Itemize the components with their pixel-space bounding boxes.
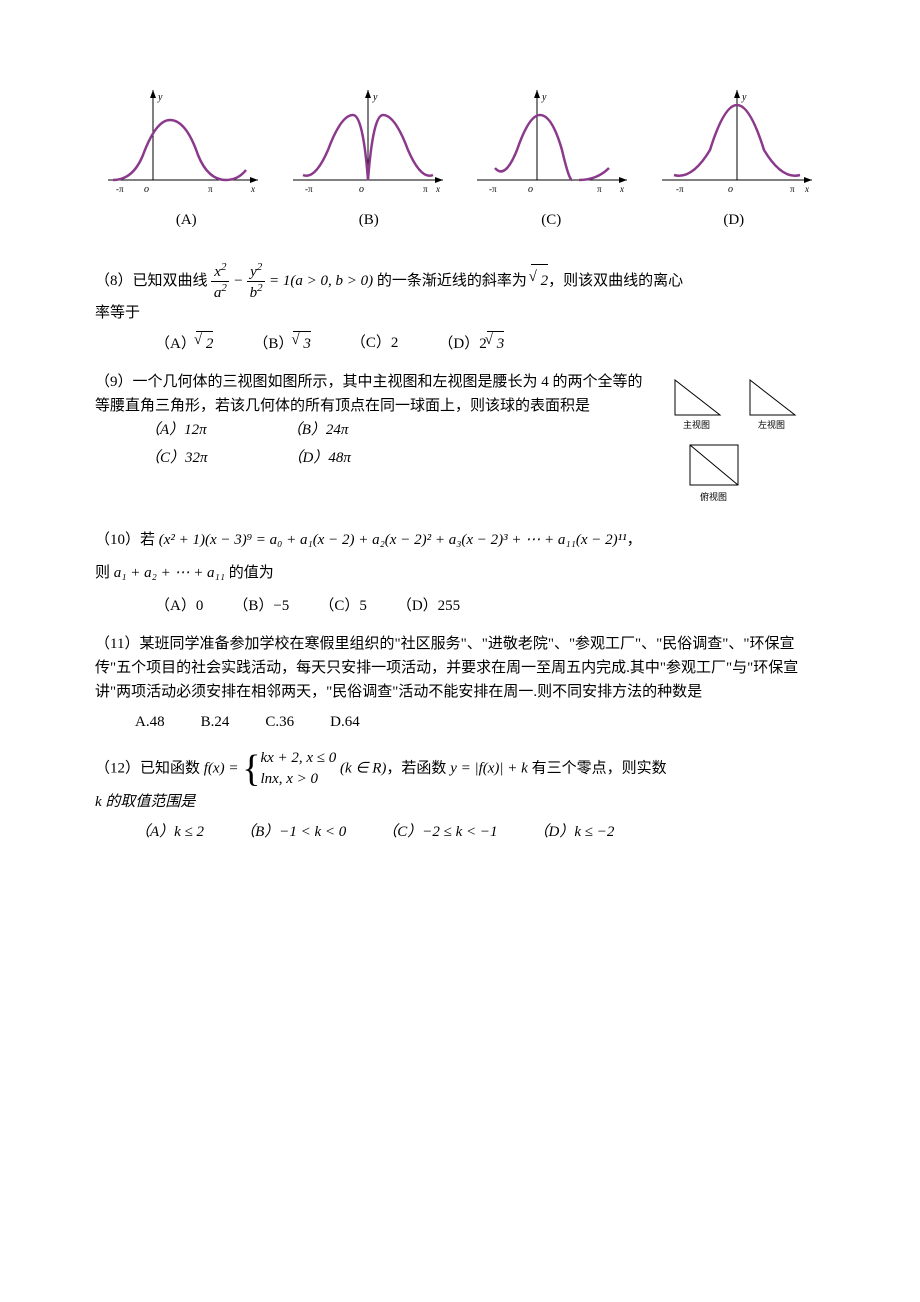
svg-text:π: π: [208, 184, 213, 194]
svg-text:y: y: [157, 92, 163, 103]
q8-mid: 的一条渐近线的斜率为: [377, 273, 527, 289]
svg-text:o: o: [359, 184, 364, 195]
svg-text:y: y: [541, 92, 547, 103]
q12-opt-d: （D）k ≤ −2: [534, 820, 615, 844]
graph-c: y o -π π x: [477, 80, 627, 200]
q8-eq-tail: = 1(a > 0, b > 0): [269, 273, 373, 289]
q8-options: （A）2 （B）3 （C）2 （D）23: [95, 331, 825, 356]
q12-pw-bot: lnx, x > 0: [260, 769, 336, 790]
q12-fn-head: f(x) =: [204, 760, 242, 776]
q11-options: A.48 B.24 C.36 D.64: [95, 710, 825, 734]
svg-text:x: x: [619, 184, 624, 194]
q9-text: （9）一个几何体的三视图如图所示，其中主视图和左视图是腰长为 4 的两个全等的等…: [95, 370, 645, 418]
svg-text:-π: -π: [116, 184, 124, 194]
svg-text:-π: -π: [676, 184, 684, 194]
svg-text:俯视图: 俯视图: [700, 491, 727, 502]
svg-text:x: x: [250, 184, 255, 194]
q12-pw-top: kx + 2, x ≤ 0: [260, 748, 336, 769]
svg-text:π: π: [597, 184, 602, 194]
svg-text:-π: -π: [305, 184, 313, 194]
q10-opt-b: （B）−5: [233, 594, 289, 618]
question-8: （8）已知双曲线 x2a2 − y2b2 = 1(a > 0, b > 0) 的…: [95, 262, 825, 356]
q12-prefix: （12）已知函数: [95, 760, 204, 776]
svg-text:π: π: [423, 184, 428, 194]
question-11: （11）某班同学准备参加学校在寒假里组织的"社区服务"、"进敬老院"、"参观工厂…: [95, 632, 825, 734]
q11-text: （11）某班同学准备参加学校在寒假里组织的"社区服务"、"进敬老院"、"参观工厂…: [95, 632, 825, 704]
q10-line2: 则 a₁ + a₂ + ⋯ + a₁₁ 的值为: [95, 557, 825, 590]
three-views-diagram: 主视图 左视图 俯视图: [665, 370, 825, 510]
q11-opt-c: C.36: [265, 710, 294, 734]
q10-opt-c: （C）5: [319, 594, 367, 618]
q12-opt-a: （A）k ≤ 2: [135, 820, 204, 844]
q8-opt-b: （B）3: [253, 331, 311, 356]
q8-text: （8）已知双曲线 x2a2 − y2b2 = 1(a > 0, b > 0) 的…: [95, 262, 825, 301]
q11-opt-a: A.48: [135, 710, 165, 734]
q10-prefix: （10）若: [95, 532, 155, 548]
svg-text:o: o: [528, 184, 533, 195]
q10-opt-a: （A）0: [155, 594, 203, 618]
q8-opt-d: （D）23: [438, 331, 504, 356]
label-a: (A): [111, 208, 261, 232]
q12-line2: k 的取值范围是: [95, 790, 825, 814]
svg-text:-π: -π: [489, 184, 497, 194]
graph-d: y o -π π x: [662, 80, 812, 200]
svg-text:y: y: [741, 92, 747, 103]
label-b: (B): [294, 208, 444, 232]
q8-opt-c: （C）2: [351, 331, 399, 356]
label-d: (D): [659, 208, 809, 232]
q11-opt-d: D.64: [330, 710, 360, 734]
svg-text:o: o: [728, 184, 733, 195]
q10-options: （A）0 （B）−5 （C）5 （D）255: [95, 594, 825, 618]
question-12: （12）已知函数 f(x) = { kx + 2, x ≤ 0 lnx, x >…: [95, 748, 825, 844]
svg-text:x: x: [435, 184, 440, 194]
graph-labels: (A) (B) (C) (D): [95, 208, 825, 232]
graph-a: y o -π π x: [108, 80, 258, 200]
q10-expansion: (x² + 1)(x − 3)⁹ = a₀ + a₁(x − 2) + a₂(x…: [159, 532, 627, 548]
q12-opt-b: （B）−1 < k < 0: [240, 820, 346, 844]
q12-y-eq: y = |f(x)| + k: [450, 760, 528, 776]
svg-text:π: π: [790, 184, 795, 194]
q9-opt-a: （A）12π: [145, 418, 207, 442]
q8-line2: 率等于: [95, 301, 825, 325]
q12-opt-c: （C）−2 ≤ k < −1: [382, 820, 497, 844]
svg-text:x: x: [804, 184, 809, 194]
q12-options: （A）k ≤ 2 （B）−1 < k < 0 （C）−2 ≤ k < −1 （D…: [95, 820, 825, 844]
q12-cond: (k ∈ R): [340, 760, 386, 776]
q9-opt-c: （C）32π: [145, 446, 208, 470]
svg-text:左视图: 左视图: [758, 419, 785, 430]
svg-text:主视图: 主视图: [683, 419, 710, 430]
q11-opt-b: B.24: [201, 710, 230, 734]
q10-sum: a₁ + a₂ + ⋯ + a₁₁: [114, 565, 225, 581]
q12-text: （12）已知函数 f(x) = { kx + 2, x ≤ 0 lnx, x >…: [95, 748, 825, 790]
q8-prefix: （8）已知双曲线: [95, 273, 208, 289]
question-9: （9）一个几何体的三视图如图所示，其中主视图和左视图是腰长为 4 的两个全等的等…: [95, 370, 825, 510]
graphs-row: y o -π π x y o -π π x y o -π π x y: [95, 80, 825, 200]
label-c: (C): [476, 208, 626, 232]
q9-options: （A）12π （B）24π （C）32π （D）48π: [95, 418, 645, 470]
graph-b: y o -π π x: [293, 80, 443, 200]
question-10: （10）若 (x² + 1)(x − 3)⁹ = a₀ + a₁(x − 2) …: [95, 524, 825, 618]
q10-text: （10）若 (x² + 1)(x − 3)⁹ = a₀ + a₁(x − 2) …: [95, 524, 825, 557]
q8-opt-a: （A）2: [155, 331, 213, 356]
svg-text:y: y: [372, 92, 378, 103]
q9-opt-b: （B）24π: [287, 418, 349, 442]
q10-opt-d: （D）255: [397, 594, 460, 618]
q9-opt-d: （D）48π: [288, 446, 351, 470]
svg-text:o: o: [144, 184, 149, 195]
q8-suffix: ，则该双曲线的离心: [548, 273, 683, 289]
